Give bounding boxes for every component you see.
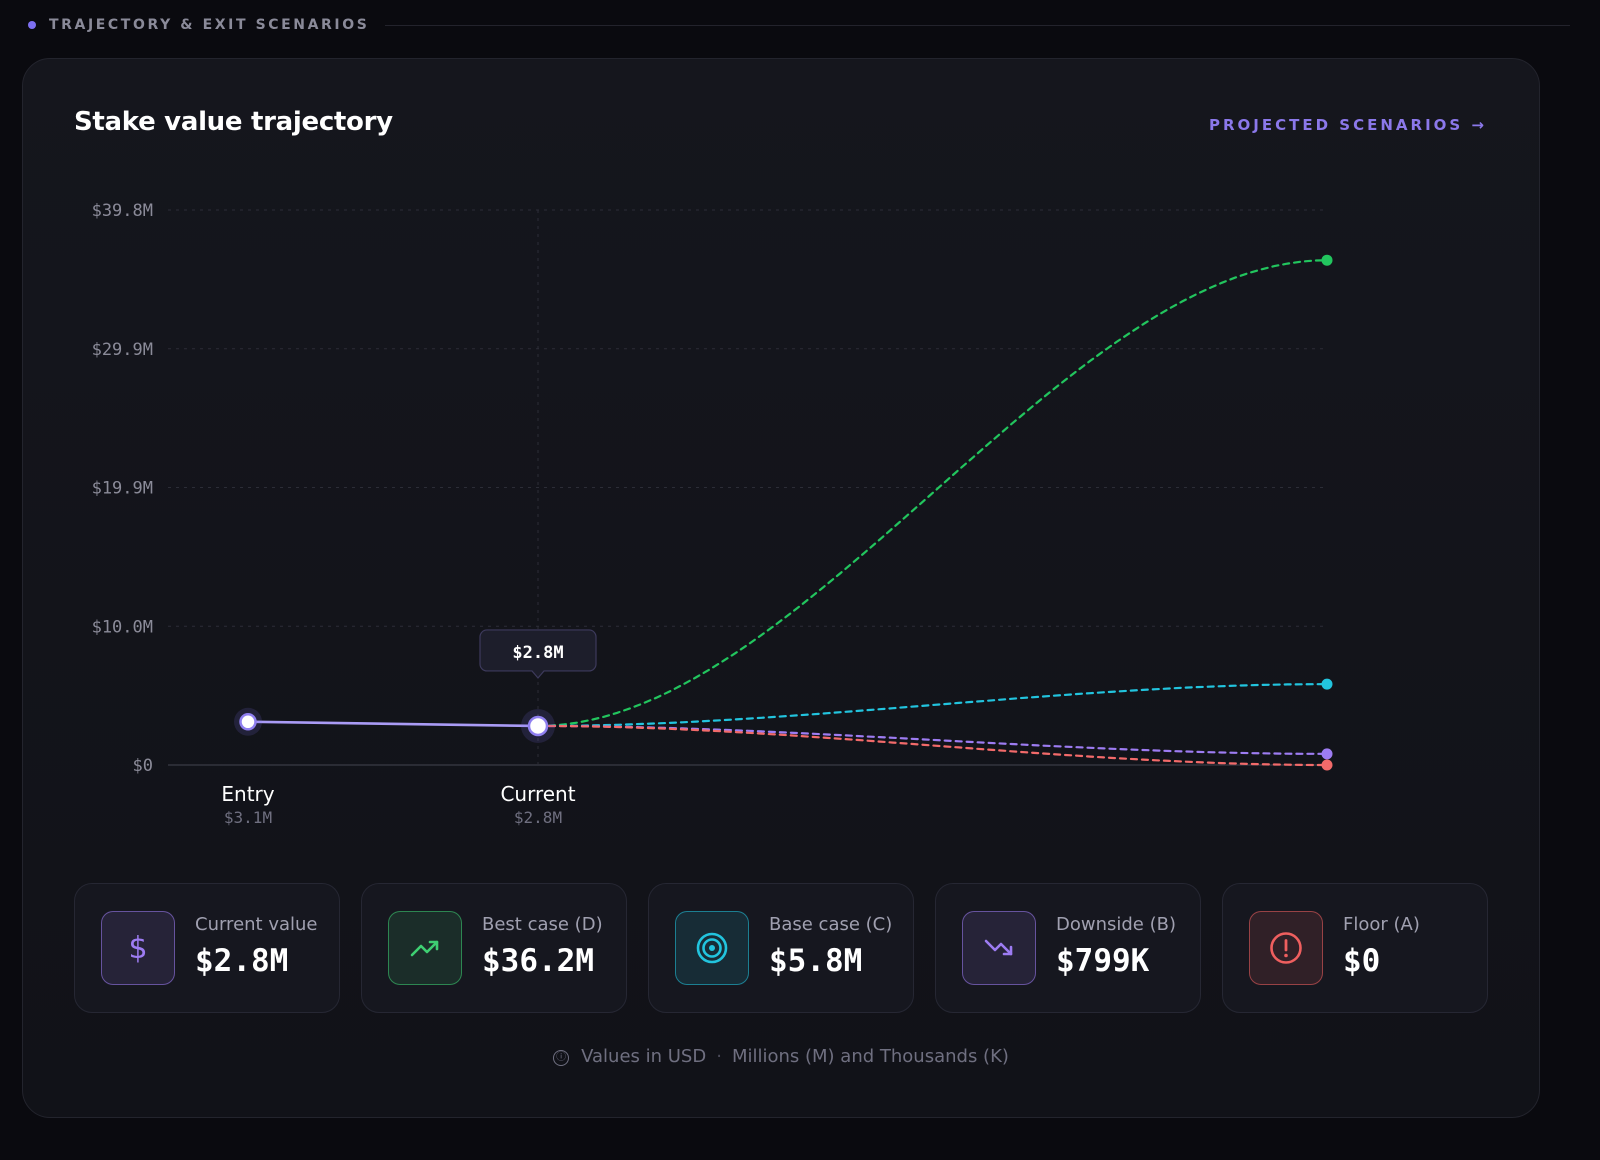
stat-label: Base case (C) [769,914,893,935]
actual-line [246,720,540,728]
y-tick-label: $19.9M [92,479,153,499]
footnote-separator: · [716,1046,722,1067]
stat-base-case: Base case (C) $5.8M [648,883,914,1013]
footnote-scale: Millions (M) and Thousands (K) [731,1046,1009,1067]
trajectory-card: Stake value trajectory PROJECTED SCENARI… [22,58,1540,1118]
section-divider [385,24,1570,26]
current-point [527,715,549,737]
footnote: ⓘ Values in USD · Millions (M) and Thousand… [23,1046,1539,1067]
footnote-units: Values in USD [581,1046,707,1067]
y-tick-label: $29.9M [92,340,153,360]
stat-downside: Downside (B) $799K [935,883,1201,1013]
trending-down-icon [962,911,1036,985]
scenario-end-point [1321,254,1333,266]
stat-value: $799K [1056,943,1150,979]
y-tick-label: $39.8M [92,201,153,221]
stat-value: $0 [1343,943,1381,979]
stat-value: $5.8M [769,943,863,979]
projected-scenarios-link[interactable]: PROJECTED SCENARIOS → [1209,116,1487,134]
x-value-label: $3.1M [224,808,272,827]
x-tick-label: Current [500,782,575,806]
scenario-end-point [1321,759,1333,771]
section-label: TRAJECTORY & EXIT SCENARIOS [49,17,370,33]
dollar-icon: $ [101,911,175,985]
target-icon [675,911,749,985]
stat-label: Floor (A) [1343,914,1420,935]
stats-row: $ Current value $2.8M Best case (D) $36.… [74,883,1489,1015]
stat-current-value: $ Current value $2.8M [74,883,340,1013]
tooltip-bubble [479,629,597,679]
x-value-label: $2.8M [514,808,562,827]
value-tooltip: $2.8M [479,629,597,679]
trending-up-icon [388,911,462,985]
scenario-line [536,724,1329,767]
scenario-line [536,683,1329,728]
svg-text:$: $ [128,931,147,965]
y-tick-label: $10.0M [92,617,153,637]
stat-value: $2.8M [195,943,289,979]
info-icon: ⓘ [553,1050,570,1066]
y-tick-label: $0 [133,756,153,776]
tooltip-label: $2.8M [512,643,563,663]
entry-point [239,713,257,731]
scenario-end-point [1321,748,1333,760]
scenario-line [536,259,1329,728]
scenario-end-point [1321,678,1333,690]
alert-circle-icon [1249,911,1323,985]
section-header: TRAJECTORY & EXIT SCENARIOS [28,14,1570,36]
stat-label: Downside (B) [1056,914,1176,935]
stat-value: $36.2M [482,943,594,979]
scenario-line [536,724,1329,755]
stat-best-case: Best case (D) $36.2M [361,883,627,1013]
x-tick-label: Entry [221,782,274,806]
stat-floor: Floor (A) $0 [1222,883,1488,1013]
stat-label: Current value [195,914,318,935]
stat-label: Best case (D) [482,914,603,935]
section-dot [28,21,36,29]
card-title: Stake value trajectory [74,107,393,137]
trajectory-chart: $0 $10.0M $19.9M $29.9M $39.8M Entry $3.1M Curr… [92,201,1333,827]
